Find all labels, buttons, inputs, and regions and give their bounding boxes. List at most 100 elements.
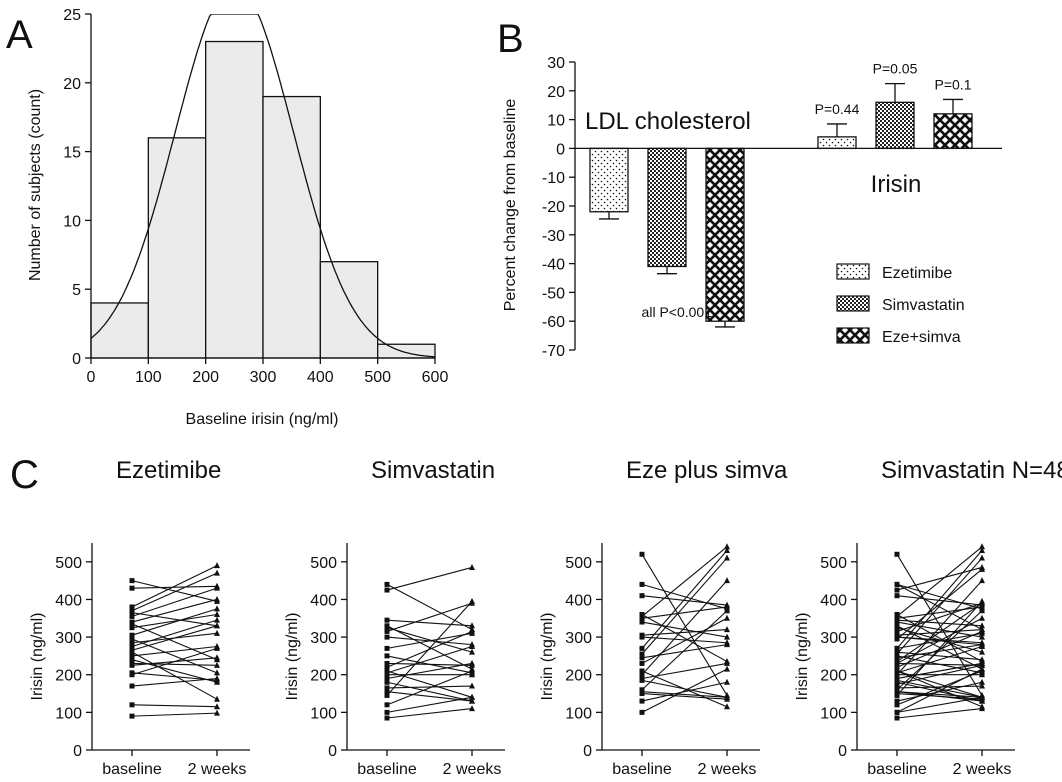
y-tick-label: 200 — [820, 668, 847, 685]
paired-line — [641, 583, 728, 610]
x-tick-label: baseline — [102, 761, 162, 778]
baseline-point — [639, 634, 645, 640]
week2-point — [979, 648, 985, 655]
baseline-point — [639, 651, 645, 657]
x-tick-label: 400 — [307, 369, 334, 386]
bar-panel-b: P=0.44 P=0.05 P=0.1 30 20 10 0 -10 -20 -30 -40 -50… — [502, 55, 1002, 360]
baseline-point — [384, 660, 390, 666]
paired-line — [386, 627, 473, 653]
paired-subplot: Ezetimibe 0 100 200 300 400 500 baseline 2 weeks… — [29, 457, 250, 778]
paired-line — [896, 621, 983, 638]
baseline-point — [129, 610, 135, 616]
paired-line — [641, 629, 728, 636]
paired-line — [131, 623, 218, 661]
y-tick-label: 500 — [310, 555, 337, 572]
paired-line — [896, 550, 983, 649]
baseline-point — [129, 657, 135, 663]
paired-line — [896, 685, 983, 689]
week2-point — [724, 659, 730, 666]
paired-line — [386, 708, 473, 719]
week2-point — [979, 665, 985, 672]
paired-line — [131, 613, 218, 629]
baseline-point — [894, 628, 900, 634]
x-tick-label: 200 — [192, 369, 219, 386]
baseline-point — [129, 621, 135, 627]
y-tick-label: 15 — [63, 145, 81, 162]
baseline-point — [894, 587, 900, 593]
histogram-bar — [262, 95, 321, 359]
panel-label-b: B — [497, 17, 524, 61]
baseline-point — [894, 709, 900, 715]
y-tick-label: 20 — [547, 84, 565, 101]
histogram-bar — [319, 261, 379, 359]
paired-line — [896, 708, 983, 719]
paired-line — [896, 664, 983, 685]
week2-point — [469, 705, 475, 712]
week2-point — [214, 695, 220, 702]
week2-point — [469, 648, 475, 655]
baseline-point — [894, 636, 900, 642]
week2-point — [979, 547, 985, 554]
baseline-point — [639, 660, 645, 666]
y-tick-label: -20 — [542, 199, 565, 216]
baseline-point — [384, 617, 390, 623]
paired-line — [896, 583, 983, 631]
week2-point — [214, 595, 220, 602]
legend-label-eze-simva: Eze+simva — [882, 329, 961, 346]
paired-line — [386, 670, 473, 706]
paired-line — [896, 679, 983, 698]
baseline-point — [894, 692, 900, 698]
y-tick-label: 300 — [310, 630, 337, 647]
paired-line — [896, 668, 983, 713]
paired-line — [386, 602, 473, 632]
y-tick-label: -10 — [542, 170, 565, 187]
week2-point — [724, 678, 730, 685]
baseline-point — [129, 662, 135, 668]
baseline-point — [384, 634, 390, 640]
y-tick-label: 100 — [310, 705, 337, 722]
baseline-point — [639, 672, 645, 678]
x-tick-label: 2 weeks — [443, 761, 502, 778]
baseline-point — [384, 702, 390, 708]
baseline-point — [384, 679, 390, 685]
paired-line — [641, 691, 728, 698]
ldl-pvalue-annotation: all P<0.001 — [642, 304, 713, 320]
percent-change-bars: P=0.44 P=0.05 P=0.1 — [589, 61, 973, 328]
baseline-point — [384, 623, 390, 629]
paired-line — [896, 610, 983, 691]
y-tick-label: 0 — [73, 743, 82, 760]
paired-line — [131, 580, 218, 602]
baseline-point — [384, 715, 390, 721]
week2-point — [214, 644, 220, 651]
baseline-point — [129, 632, 135, 638]
baseline-point — [894, 649, 900, 655]
week2-point — [214, 569, 220, 576]
week2-point — [214, 616, 220, 623]
baseline-point — [894, 681, 900, 687]
baseline-point — [894, 698, 900, 704]
week2-point — [979, 656, 985, 663]
y-tick-label: 0 — [328, 743, 337, 760]
paired-line — [641, 546, 728, 617]
paired-line — [386, 685, 473, 689]
y-axis-label-c: Irisin (ng/ml) — [284, 612, 301, 700]
paired-subplot: Simvastatin N=48 0 100 200 300 400 500 baseline… — [794, 457, 1062, 778]
week2-point — [724, 633, 730, 640]
baseline-point — [894, 659, 900, 665]
histogram-bars — [90, 40, 436, 359]
paired-line — [131, 645, 218, 657]
y-tick-label: 300 — [820, 630, 847, 647]
week2-point — [724, 577, 730, 584]
paired-line — [131, 625, 218, 651]
x-tick-label: 2 weeks — [698, 761, 757, 778]
baseline-point — [894, 645, 900, 651]
paired-line — [896, 566, 983, 591]
paired-line — [386, 619, 473, 627]
baseline-point — [639, 655, 645, 661]
paired-line — [896, 692, 983, 700]
week2-point — [724, 665, 730, 672]
paired-line — [641, 617, 728, 664]
paired-line — [896, 691, 983, 698]
y-tick-label: 0 — [838, 743, 847, 760]
y-axis-label-c: Irisin (ng/ml) — [539, 612, 556, 700]
